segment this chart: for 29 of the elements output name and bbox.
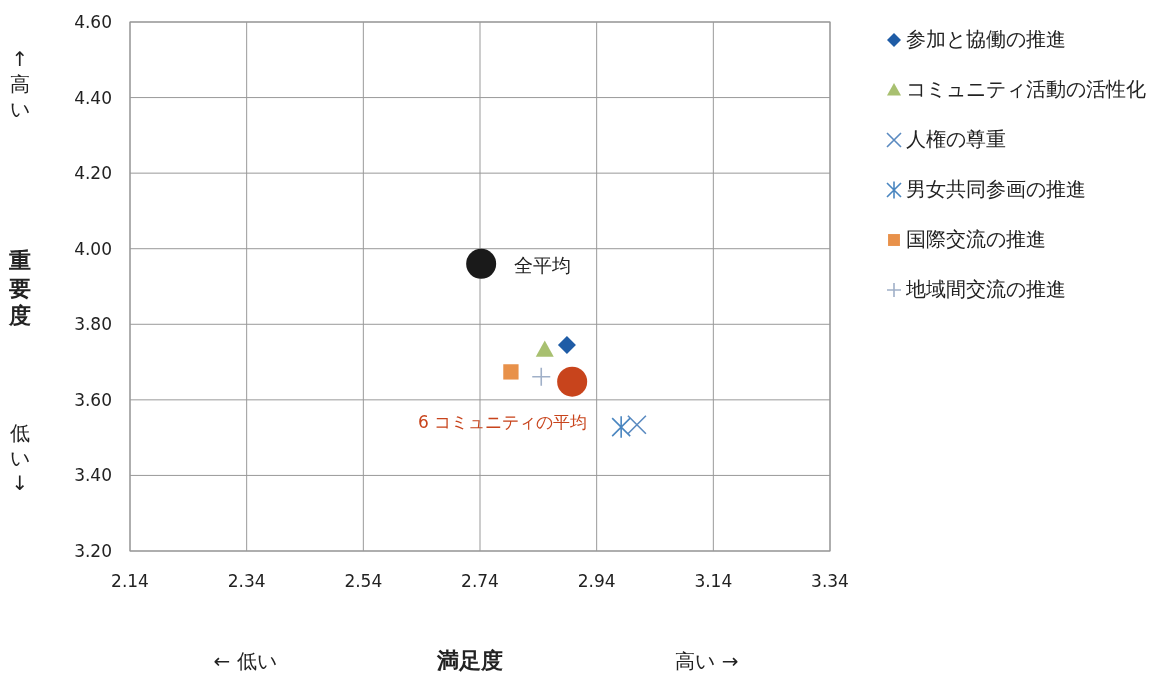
- x-tick-label: 2.94: [577, 571, 616, 591]
- y-tick-label: 4.00: [74, 238, 112, 259]
- y-axis-title: 重要度: [8, 248, 31, 328]
- legend-label: 国際交流の推進: [906, 227, 1046, 251]
- x-tick-label: 2.34: [227, 571, 266, 591]
- legend-label: 男女共同参画の推進: [906, 177, 1086, 201]
- text: ← 低い: [213, 649, 277, 673]
- text: ↑高い: [10, 47, 30, 121]
- y-tick-label: 4.60: [74, 12, 112, 32]
- y-tick-label: 3.40: [74, 465, 112, 486]
- series-label: 6 コミュニティの平均: [417, 411, 588, 432]
- legend-label: 参加と協働の推進: [906, 27, 1066, 51]
- x-tick-label: 2.14: [111, 571, 149, 591]
- x-tick-label: 3.34: [811, 571, 849, 591]
- y-tick-label: 4.20: [74, 163, 112, 184]
- x-tick-label: 3.14: [694, 571, 733, 591]
- legend-label: 人権の尊重: [906, 127, 1006, 151]
- legend-label: 地域間交流の推進: [905, 277, 1066, 301]
- y-tick-label: 4.40: [74, 87, 112, 108]
- series-label: 全平均: [514, 253, 572, 276]
- text: 低い↓: [10, 421, 30, 495]
- x-axis-title: 満足度: [436, 648, 503, 673]
- y-tick-label: 3.20: [74, 541, 112, 561]
- y-tick-label: 3.80: [74, 314, 112, 335]
- x-tick-label: 2.54: [344, 571, 383, 591]
- x-tick-label: 2.74: [461, 571, 499, 591]
- text: 高い →: [675, 649, 739, 673]
- legend-label: コミュニティ活動の活性化: [906, 77, 1146, 101]
- y-tick-label: 3.60: [74, 389, 112, 410]
